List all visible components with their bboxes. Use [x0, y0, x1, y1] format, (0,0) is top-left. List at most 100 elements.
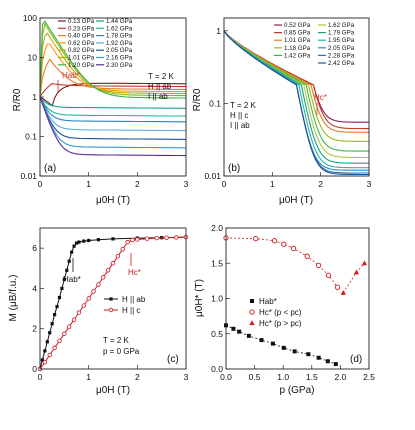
legend-entry: 1.79 GPa [328, 30, 355, 37]
series-line-1.62-GPa [39, 96, 186, 117]
data-point [281, 345, 286, 350]
panel-c-ytick-label: 0 [32, 364, 37, 374]
data-point [60, 286, 64, 291]
data-point [325, 359, 330, 364]
data-point [65, 268, 69, 272]
legend-entry: 1.78 GPa [106, 33, 133, 40]
panel-d-xlabel: p (GPa) [279, 385, 314, 396]
data-point [76, 310, 82, 315]
panel-c-xtick-label: 3 [184, 372, 189, 382]
panel-d-xtick-label: 2.0 [334, 372, 346, 382]
panel-c-condition: T = 2 K [103, 336, 130, 345]
panel-c-xlabel: μ0H (T) [96, 385, 130, 396]
legend-entry: 1.01 GPa [68, 55, 95, 62]
data-point [253, 235, 259, 242]
legend-entry: 0.23 GPa [68, 25, 95, 32]
data-point [325, 272, 332, 278]
panel-d: 0.0 0.5 1.0 1.5 2.0 2.5 0.0 0.5 1.0 1.5 2.0 μ0H* (… [194, 223, 375, 396]
panel-a-xtick-label: 0 [38, 179, 43, 189]
legend-entry: 2.28 GPa [328, 52, 355, 59]
panel-b-xlabel: μ0H (T) [279, 195, 313, 206]
panel-c-condition: p = 0 GPa [103, 347, 140, 356]
panel-b-condition: I || ab [230, 121, 250, 130]
data-point [361, 260, 368, 266]
panel-c-plot-area [37, 234, 189, 372]
panel-b-ylabel: R/R0 [192, 88, 203, 111]
panel-a-ytick-label: 0.1 [25, 132, 37, 142]
panel-b-xtick-label: 0 [222, 179, 227, 189]
panel-d-xtick-label: 1.0 [277, 372, 289, 382]
panel-b-annotation: Hc* [314, 93, 327, 102]
panel-b-ytick-label: 1 [216, 26, 221, 36]
data-point [164, 235, 169, 240]
data-point [43, 349, 47, 353]
data-point [290, 245, 297, 252]
panel-a-xlabel: μ0H (T) [96, 195, 130, 206]
panel-d-ytick-label: 0.5 [211, 329, 223, 339]
data-point [81, 303, 86, 308]
legend-entry: 2.05 GPa [106, 47, 133, 54]
panel-c-ytick-label: 2 [32, 324, 37, 334]
data-point [174, 235, 179, 240]
panel-d-ytick-label: 1.5 [211, 258, 223, 268]
legend-entry: 1.01 GPa [284, 37, 311, 44]
panel-d-xtick-label: 0.5 [249, 372, 261, 382]
panel-a-label: (a) [44, 163, 56, 174]
legend-entry: 0.62 GPa [68, 40, 95, 47]
panel-a-ytick-label: 10 [28, 53, 38, 63]
series-line-0.23-GPa [39, 83, 186, 98]
panel-c-xtick-label: 0 [38, 372, 43, 382]
panel-b-plot-area [223, 30, 369, 176]
data-point [237, 329, 242, 334]
data-point [42, 359, 48, 365]
data-point [306, 352, 311, 357]
legend-entry: 0.82 GPa [68, 47, 95, 54]
data-point [231, 326, 236, 331]
data-point [40, 358, 45, 362]
panel-b-label: (b) [228, 163, 240, 174]
data-point [115, 254, 121, 259]
series-line-1.44-GPa [39, 96, 186, 109]
data-point [66, 324, 72, 329]
panel-a-condition: I || ab [148, 92, 168, 101]
legend-marker [249, 320, 255, 325]
legend-entry: 2.42 GPa [328, 60, 355, 67]
legend-entry: Hab* [259, 297, 277, 306]
data-point [74, 241, 79, 245]
legend-entry: 0.40 GPa [68, 33, 95, 40]
data-point [52, 345, 57, 351]
data-point [316, 262, 322, 269]
data-point [48, 331, 52, 335]
data-point [72, 244, 76, 248]
panel-c-ylabel: M (μB/f.u.) [8, 275, 19, 322]
data-point [70, 250, 74, 254]
panel-d-ytick-label: 0.0 [211, 364, 223, 374]
data-point [62, 277, 66, 281]
data-point [333, 362, 338, 367]
legend-entry: 0.13 GPa [68, 18, 95, 25]
panel-b-frame [223, 17, 370, 177]
data-point [47, 352, 52, 358]
panel-a-condition: H || ab [148, 82, 172, 91]
data-point [111, 237, 115, 241]
data-point [135, 237, 140, 242]
legend-marker [250, 299, 254, 303]
series-line-Hc-high [342, 263, 365, 294]
data-point [110, 261, 116, 266]
panel-d-ytick-label: 1.0 [211, 294, 223, 304]
legend-entry: 2.30 GPa [106, 62, 133, 69]
series-line-2.42-GPa [223, 30, 369, 176]
series-line-0.82-GPa [39, 32, 187, 98]
panel-b-ytick-label: 0.01 [204, 171, 221, 181]
series-line-0.40-GPa [39, 58, 186, 98]
data-point [71, 317, 77, 322]
series-line-1.01-GPa [39, 22, 187, 98]
legend-entry: 2.05 GPa [328, 45, 355, 52]
legend-entry: 1.44 GPa [106, 18, 133, 25]
legend-marker [109, 297, 113, 301]
legend-entry: 1.20 GPa [68, 62, 95, 69]
data-point [281, 241, 287, 247]
